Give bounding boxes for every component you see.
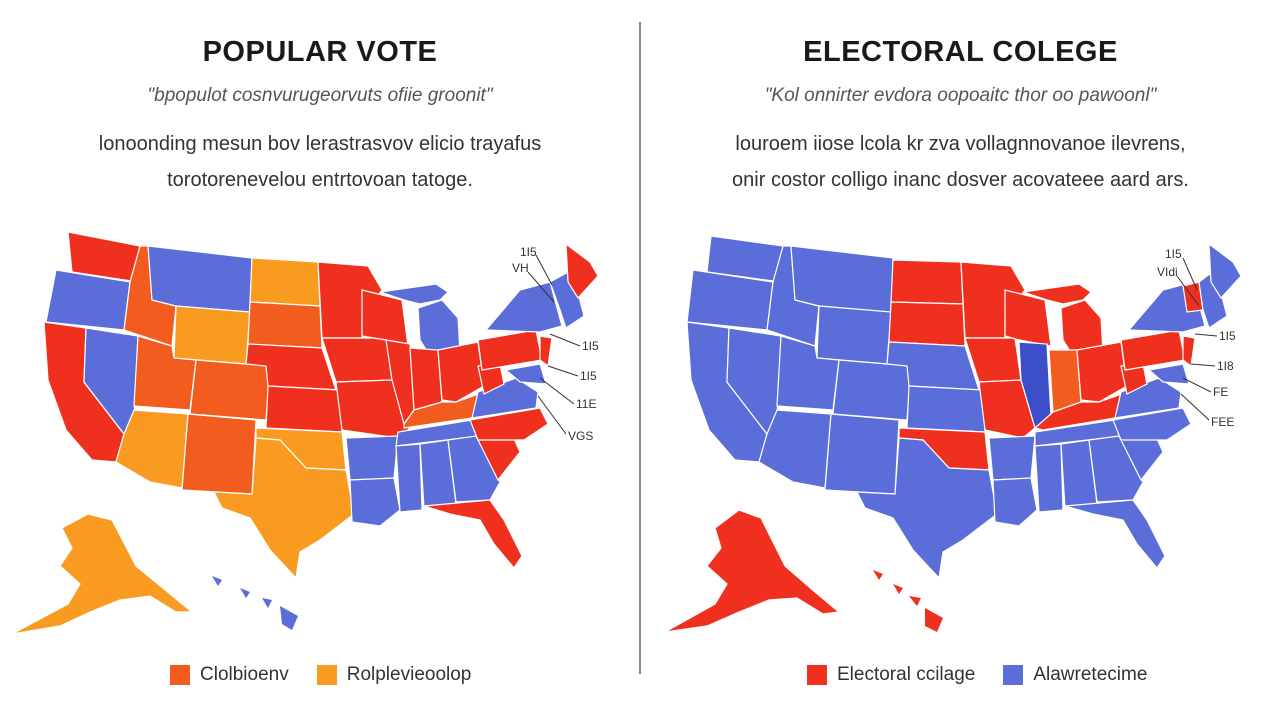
panel-description-line-1: lonoonding mesun bov lerastrasvov elicio… [98,133,542,155]
electoral-college-map: 1I5 VIdi 1I5 1I8 FE FEE [664,235,1242,633]
state-north-dakota [890,259,964,305]
state-ohio [437,341,485,403]
state-texas [213,437,355,580]
panel-description-line-1: louroem iiose lcola kr zva vollagnnovano… [735,133,1186,155]
state-mississippi [1034,443,1064,513]
state-ohio [1076,341,1128,403]
state-hawaii-3 [262,598,272,608]
state-kentucky [403,390,486,429]
state-kentucky [1033,390,1129,431]
state-arkansas [345,435,399,481]
legend-label: Electoral ccilage [837,664,976,685]
state-indiana [409,347,443,411]
state-hawaii-3 [909,596,921,606]
state-mississippi [395,443,423,513]
state-maryland-delaware [504,363,547,385]
state-label: VH [512,261,529,275]
state-kansas [906,385,986,433]
legend: Clolbioenv Rolplevieoolop [170,664,499,686]
legend: Electoral ccilage Alawretecime [807,664,1175,686]
state-kansas [265,385,343,433]
panel-title: POPULAR VOTE [202,36,438,68]
state-missouri [978,379,1036,439]
legend-swatch [170,665,190,685]
panel-title: ELECTORAL COLEGE [803,36,1118,68]
state-north-carolina [469,407,549,441]
legend-label: Clolbioenv [200,664,289,685]
legend-swatch [1003,665,1024,685]
state-label: 11E [576,397,596,411]
state-new-jersey [539,335,553,368]
electoral-college-panel: ELECTORAL COLEGE "Kol onnirter evdora oo… [641,0,1280,720]
state-iowa [321,337,393,383]
state-alaska [11,513,194,635]
state-michigan [1022,283,1092,305]
state-wyoming [816,305,892,365]
state-montana [147,245,253,313]
state-new-mexico [181,413,257,495]
legend-swatch [807,665,827,685]
state-new-york [484,281,563,333]
legend-item: Alawretecime [1003,664,1147,686]
legend-label: Alawretecime [1033,664,1148,685]
state-label: 1I5 [1219,329,1236,343]
state-south-dakota [247,301,323,349]
state-louisiana [349,477,401,527]
panel-description-line-2: torotorenevelou entrtovoan tatoge. [167,169,473,191]
legend-item: Clolbioenv [170,664,289,686]
legend-swatch [316,665,337,685]
state-label: FEE [1211,415,1234,429]
state-label: VGS [568,429,593,443]
state-hawaii [873,570,883,580]
state-maine [1208,242,1242,299]
panel-subtitle: "Kol onnirter evdora oopoaitc thor oo pa… [764,85,1157,106]
state-florida [423,499,523,570]
state-pennsylvania [1120,329,1186,371]
popular-vote-panel: POPULAR VOTE "bpopulot cosnvurugeorvuts … [11,36,599,686]
state-south-dakota [888,301,966,347]
panel-subtitle: "bpopulot cosnvurugeorvuts ofiie groonit… [147,85,493,106]
legend-label: Rolplevieoolop [346,664,472,685]
state-hawaii-4 [925,608,943,632]
state-virginia [1114,377,1182,419]
state-virginia [471,377,539,419]
state-north-carolina [1112,407,1192,441]
state-label: VIdi [1157,265,1178,279]
state-georgia [447,435,501,503]
panel-description-line-2: onir costor colligo inanc dosver acovate… [732,169,1189,191]
state-hawaii [212,576,222,586]
state-label: 1I8 [1217,359,1234,373]
state-montana [790,245,894,313]
popular-vote-map: 1I5 VH 1I5 1I5 11E VGS [11,231,599,635]
state-wyoming [173,305,251,365]
state-label: 1I5 [582,339,599,353]
state-maryland-delaware [1147,363,1190,385]
state-maine [565,242,599,299]
state-alaska [664,509,841,633]
state-texas [856,437,998,580]
state-louisiana [992,477,1038,527]
legend-item: Electoral ccilage [807,664,975,686]
state-new-jersey [1182,335,1196,368]
state-michigan [379,283,449,305]
state-colorado [189,359,271,421]
state-hawaii-4 [280,606,298,630]
state-indiana [1048,349,1082,413]
state-label: 1I5 [580,369,597,383]
state-hawaii-2 [893,584,903,594]
state-florida [1064,499,1166,570]
state-label: 1I5 [1165,247,1182,261]
legend-item: Rolplevieoolop [316,664,472,686]
state-new-mexico [824,413,900,495]
state-hawaii-2 [240,588,250,598]
state-pennsylvania [477,329,543,371]
panel-divider [639,22,641,674]
state-colorado [832,359,912,421]
state-georgia [1088,435,1144,503]
state-label: FE [1213,385,1228,399]
state-label: 1I5 [520,245,537,259]
state-arkansas [988,435,1036,481]
state-north-dakota [249,257,321,307]
